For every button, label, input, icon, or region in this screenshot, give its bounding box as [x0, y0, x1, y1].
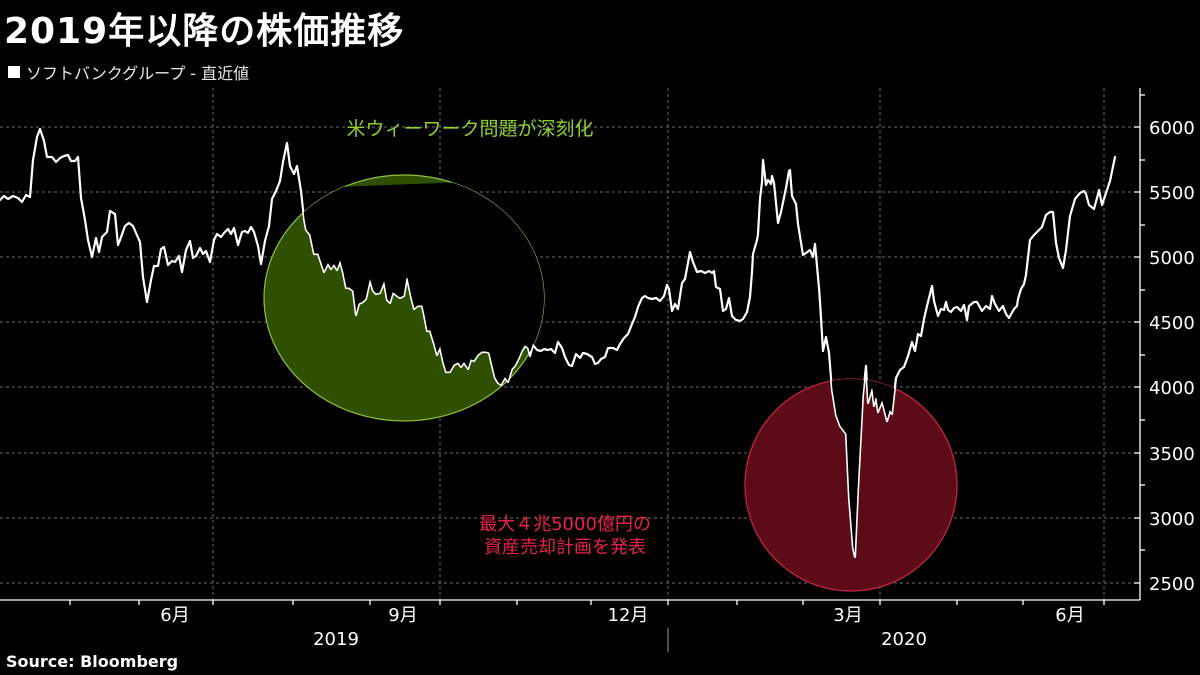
- source-credit: Source: Bloomberg: [6, 652, 179, 671]
- wework-annotation: 米ウィーワーク問題が深刻化: [346, 118, 593, 140]
- y-label: 3500: [1149, 444, 1195, 465]
- asset-sale-annotation-line2: 資産売却計画を発表: [484, 537, 646, 558]
- y-axis-labels: 6000 5500 5000 4500 4000 3500 3000 2500: [1149, 118, 1195, 595]
- x-month-label: 6月: [160, 605, 189, 626]
- x-month-label: 6月: [1055, 605, 1084, 626]
- y-label: 5500: [1149, 183, 1195, 204]
- x-month-label: 9月: [388, 605, 417, 626]
- x-year-label: 2019: [313, 629, 359, 650]
- y-axis: [1134, 88, 1145, 600]
- y-label: 4500: [1149, 313, 1195, 334]
- y-label: 2500: [1149, 574, 1195, 595]
- x-axis-labels: 6月 9月 12月 3月 6月 2019 2020: [160, 605, 1084, 650]
- x-axis: [0, 599, 1140, 652]
- x-month-label: 12月: [608, 605, 649, 626]
- x-gridlines: [212, 88, 1105, 600]
- asset-sale-annotation-line1: 最大４兆5000億円の: [479, 514, 651, 535]
- y-label: 3000: [1149, 509, 1195, 530]
- legend-label: ソフトバンクグループ - 直近値: [26, 64, 250, 83]
- price-line: [0, 127, 1117, 559]
- legend-swatch-icon: [8, 66, 20, 78]
- x-year-label: 2020: [881, 629, 927, 650]
- legend: ソフトバンクグループ - 直近値: [8, 60, 249, 84]
- y-label: 6000: [1149, 118, 1195, 139]
- y-label: 4000: [1149, 378, 1195, 399]
- x-month-label: 3月: [833, 605, 862, 626]
- y-label: 5000: [1149, 248, 1195, 269]
- chart-title: 2019年以降の株価推移: [4, 11, 405, 52]
